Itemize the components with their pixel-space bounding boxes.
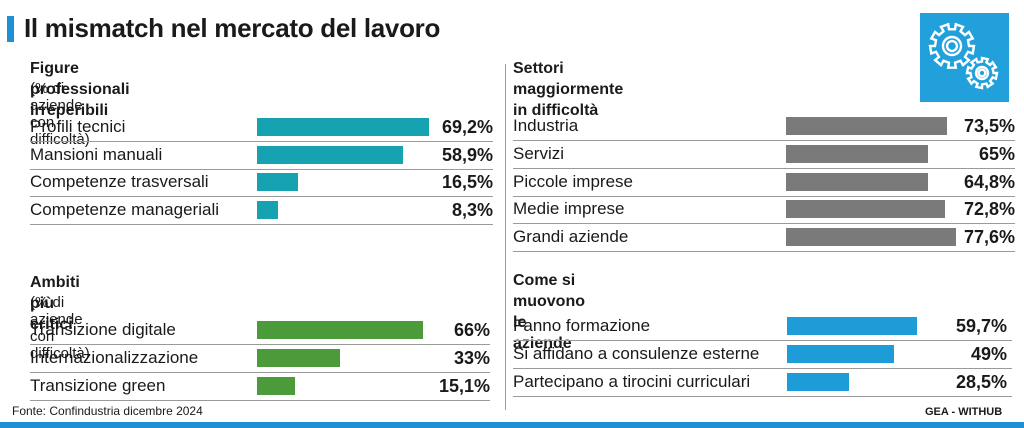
- chart-title: Figure professionali irreperibili: [30, 60, 130, 119]
- bar: [786, 200, 946, 219]
- bar: [786, 144, 929, 163]
- chart-row: Fanno formazione 59,7%: [513, 313, 1012, 341]
- row-separator: [30, 168, 493, 170]
- row-separator: [513, 195, 1015, 197]
- chart-row: Competenze trasversali 16,5%: [30, 169, 493, 198]
- chart-row: Medie imprese 72,8%: [513, 196, 1015, 225]
- page-title: Il mismatch nel mercato del lavoro: [24, 13, 441, 43]
- value-label: 15,1%: [438, 376, 490, 396]
- chart-subtitle: (% di aziende con difficoltà): [30, 294, 90, 362]
- row-separator: [513, 340, 1012, 341]
- row-separator: [30, 400, 490, 401]
- chart-row: Grandi aziende 77,6%: [513, 224, 1015, 253]
- value-label: 69,2%: [441, 117, 493, 137]
- category-label: Profili tecnici: [30, 117, 126, 136]
- title-accent-bar: [7, 16, 14, 42]
- chart-row: Profili tecnici 69,2%: [30, 114, 493, 142]
- source-note: Fonte: Confindustria dicembre 2024: [12, 404, 203, 418]
- bar: [787, 317, 917, 335]
- bar: [257, 377, 295, 395]
- value-label: 77,6%: [963, 227, 1015, 248]
- row-separator: [513, 140, 1015, 141]
- value-label: 66%: [453, 320, 490, 340]
- chart-row: Internazionalizzazione 33%: [30, 345, 490, 373]
- chart-row: Transizione green 15,1%: [30, 373, 490, 401]
- category-label: Piccole imprese: [513, 171, 633, 191]
- row-separator: [30, 196, 493, 198]
- chart-row: Industria 73,5%: [513, 113, 1015, 141]
- row-separator: [513, 223, 1015, 225]
- bar: [787, 345, 894, 363]
- row-separator: [513, 396, 1012, 397]
- chart-row: Competenze manageriali 8,3%: [30, 197, 493, 226]
- category-label: Partecipano a tirocini curriculari: [513, 372, 751, 391]
- bar: [257, 349, 340, 367]
- value-label: 28,5%: [955, 372, 1007, 392]
- category-label: Industria: [513, 116, 579, 135]
- value-label: 16,5%: [441, 172, 493, 193]
- bar: [257, 321, 423, 339]
- value-label: 8,3%: [451, 200, 493, 221]
- row-separator: [513, 167, 1015, 169]
- category-label: Fanno formazione: [513, 316, 651, 335]
- bar: [257, 201, 278, 220]
- value-label: 33%: [453, 348, 490, 368]
- row-separator: [30, 224, 493, 226]
- bar: [786, 228, 956, 247]
- chart-row: Si affidano a consulenze esterne 49%: [513, 341, 1012, 369]
- value-label: 58,9%: [441, 144, 493, 165]
- chart-row: Transizione digitale 66%: [30, 317, 490, 345]
- bar: [787, 373, 850, 391]
- category-label: Medie imprese: [513, 199, 625, 219]
- chart-row: Mansioni manuali 58,9%: [30, 142, 493, 170]
- category-label: Grandi aziende: [513, 227, 629, 247]
- row-separator: [30, 141, 493, 142]
- row-separator: [30, 344, 490, 345]
- bottom-accent-line: [0, 422, 1024, 428]
- row-separator: [30, 372, 490, 373]
- value-label: 49%: [970, 344, 1007, 364]
- row-separator: [513, 251, 1015, 253]
- bar: [257, 145, 404, 164]
- category-label: Internazionalizzazione: [30, 348, 199, 367]
- credit-label: GEA - WITHUB: [925, 406, 1003, 418]
- bar: [257, 173, 298, 192]
- chart-row: Partecipano a tirocini curriculari 28,5%: [513, 369, 1012, 397]
- category-label: Mansioni manuali: [30, 144, 163, 164]
- value-label: 59,7%: [955, 316, 1007, 336]
- category-label: Si affidano a consulenze esterne: [513, 344, 760, 363]
- row-separator: [513, 368, 1012, 369]
- panel-divider: [505, 64, 506, 410]
- bar: [786, 172, 928, 191]
- gears-icon: [920, 13, 1009, 102]
- chart-title: Ambiti più critici: [30, 274, 80, 333]
- bar: [786, 117, 948, 135]
- chart-row: Servizi 65%: [513, 141, 1015, 169]
- value-label: 73,5%: [963, 116, 1015, 136]
- bar: [257, 118, 429, 136]
- category-label: Transizione digitale: [30, 320, 176, 339]
- value-label: 72,8%: [963, 199, 1015, 220]
- category-label: Transizione green: [30, 376, 166, 395]
- category-label: Competenze manageriali: [30, 200, 219, 220]
- chart-title: Come si muovono le aziende: [513, 272, 585, 352]
- value-label: 64,8%: [963, 171, 1015, 192]
- category-label: Competenze trasversali: [30, 172, 209, 192]
- chart-subtitle: (% di aziende con difficoltà): [30, 80, 90, 148]
- value-label: 65%: [978, 143, 1015, 164]
- category-label: Servizi: [513, 143, 565, 163]
- chart-title: Settori maggiormente in difficoltà: [513, 60, 624, 119]
- chart-row: Piccole imprese 64,8%: [513, 169, 1015, 197]
